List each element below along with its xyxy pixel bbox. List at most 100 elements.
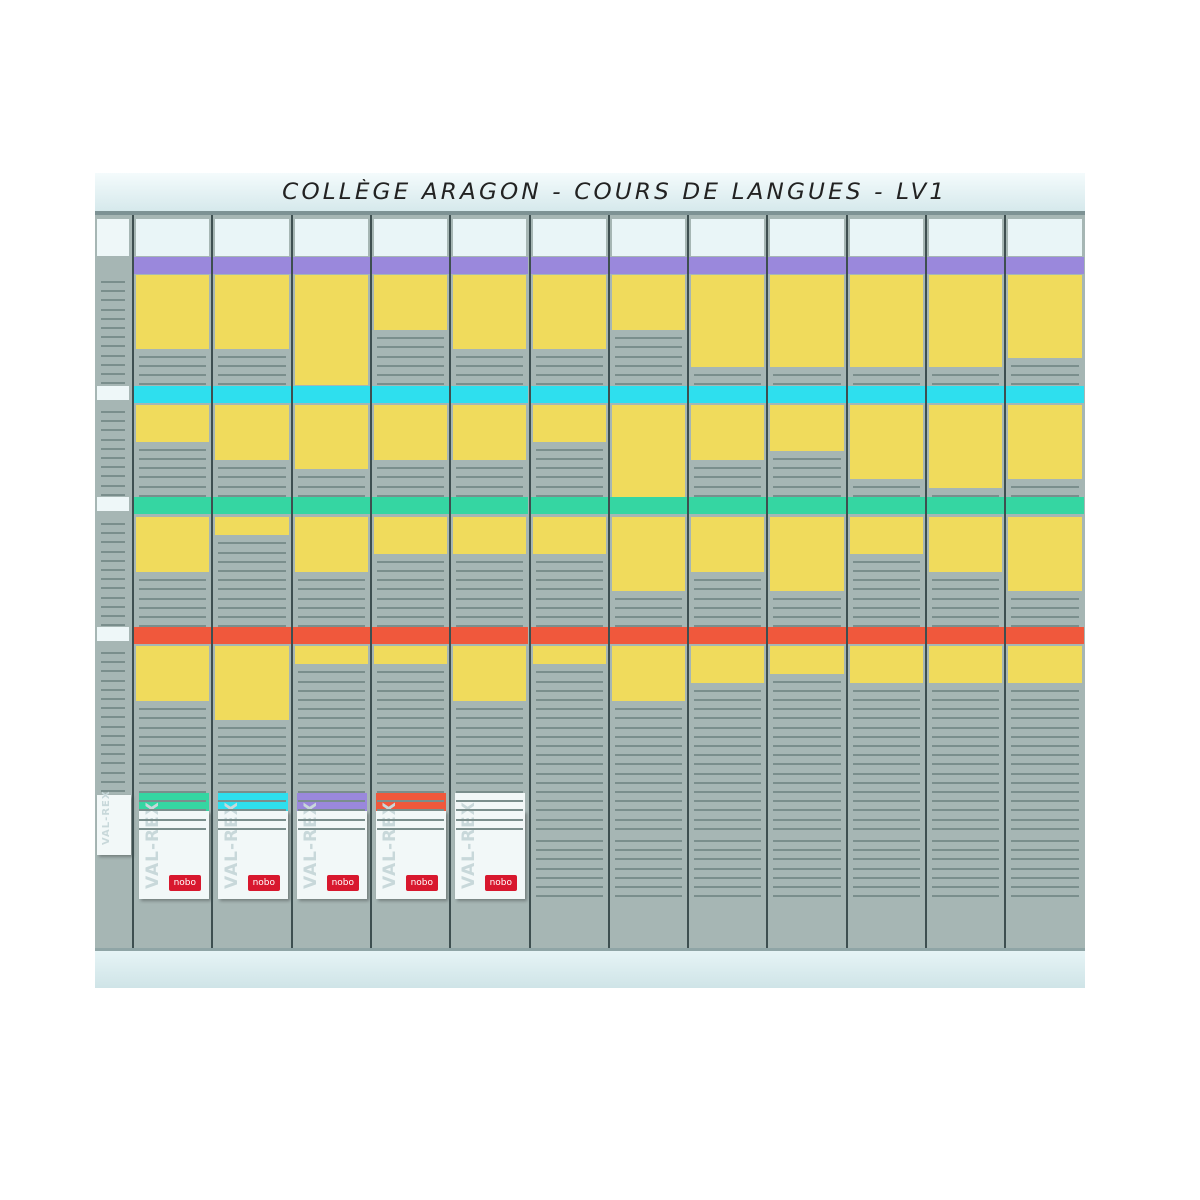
- card-slot: [535, 879, 603, 888]
- section-band-card: [689, 386, 767, 403]
- card-slot: [297, 729, 365, 738]
- card-slot: [376, 692, 445, 701]
- card-slot: [376, 701, 445, 711]
- card-slot: [1011, 842, 1079, 852]
- card-slot: [694, 775, 762, 784]
- card-slot: [614, 720, 683, 729]
- section-band-card: [371, 257, 450, 274]
- card-slot: [852, 729, 920, 738]
- card-slot: [456, 563, 524, 572]
- card-slot: [1011, 488, 1079, 497]
- card-slot: [614, 842, 683, 852]
- card-slot: [852, 376, 920, 386]
- card-slot: [694, 460, 762, 470]
- index-slot: [101, 345, 125, 348]
- card-slot: [456, 784, 524, 793]
- card-slot: [694, 720, 762, 729]
- card-slot: [852, 609, 920, 618]
- card-slot: [773, 618, 841, 628]
- card-slot: [139, 376, 207, 386]
- card-slot: [535, 812, 603, 821]
- card-slot: [535, 488, 603, 497]
- card-slot: [376, 469, 445, 479]
- section-band-card: [451, 257, 529, 274]
- card-slot: [218, 358, 286, 367]
- card-slot: [1011, 802, 1079, 812]
- card-slot: [376, 554, 445, 563]
- section-band-card: [292, 627, 370, 644]
- card-slot: [218, 720, 286, 729]
- yellow-t-card: [611, 646, 686, 702]
- card-slot: [773, 376, 841, 386]
- card-slot: [376, 591, 445, 600]
- yellow-t-card: [215, 646, 289, 720]
- card-slot: [614, 701, 683, 711]
- card-slot: [139, 451, 207, 460]
- section-band-card: [451, 497, 529, 514]
- section-band-card: [134, 497, 212, 514]
- card-slot: [535, 710, 603, 720]
- index-slot: [101, 290, 125, 293]
- card-slot: [535, 720, 603, 729]
- index-slot: [101, 429, 125, 432]
- card-slot: [456, 618, 524, 628]
- card-slot: [773, 747, 841, 757]
- card-slot: [852, 488, 920, 497]
- card-slot: [456, 469, 524, 479]
- yellow-t-card: [532, 405, 606, 442]
- card-slot: [456, 460, 524, 470]
- card-slot: [773, 488, 841, 497]
- card-slot: [456, 756, 524, 766]
- card-slot: [1011, 720, 1079, 729]
- card-slot: [535, 469, 603, 479]
- section-band-card: [1006, 627, 1084, 644]
- card-slot: [932, 747, 1000, 757]
- board-column: [211, 215, 291, 948]
- card-slot: [932, 720, 1000, 729]
- index-slot: [101, 308, 125, 311]
- card-slot: [932, 756, 1000, 766]
- card-slot: [139, 701, 207, 711]
- card-slot: [614, 870, 683, 879]
- index-slot: [101, 354, 125, 357]
- card-slot: [852, 842, 920, 852]
- card-slot: [535, 683, 603, 692]
- t-card-box: VAL-REX nobo: [455, 793, 525, 903]
- card-slot: [297, 766, 365, 775]
- card-slot: [614, 330, 683, 340]
- card-slot: [456, 710, 524, 720]
- yellow-t-card: [215, 275, 289, 349]
- section-band-card: [768, 257, 846, 274]
- card-slot: [773, 367, 841, 376]
- card-slot: [614, 349, 683, 358]
- card-slot: [852, 738, 920, 747]
- index-slot: [101, 596, 125, 599]
- yellow-t-card: [136, 517, 210, 573]
- section-band-card: [213, 497, 291, 514]
- card-slot: [218, 488, 286, 497]
- card-slot: [456, 600, 524, 609]
- section-band-card: [927, 386, 1005, 403]
- column-header-card: [929, 219, 1003, 256]
- yellow-t-card: [532, 646, 606, 665]
- nobo-logo: nobo: [247, 875, 280, 891]
- card-slot: [773, 692, 841, 701]
- section-band-card: [1006, 257, 1084, 274]
- index-slot: [101, 438, 125, 441]
- yellow-t-card: [770, 517, 844, 591]
- card-slot: [376, 349, 445, 358]
- card-slot: [218, 821, 286, 830]
- card-slot: [773, 766, 841, 775]
- card-slot: [694, 870, 762, 879]
- card-slot: [218, 600, 286, 609]
- yellow-t-card: [532, 275, 606, 349]
- card-slot: [376, 664, 445, 674]
- card-slot: [535, 756, 603, 766]
- card-slot: [614, 738, 683, 747]
- section-band-card: [371, 627, 450, 644]
- card-slot: [932, 488, 1000, 497]
- card-slot: [535, 479, 603, 488]
- card-slot: [1011, 888, 1079, 898]
- card-slot: [614, 833, 683, 842]
- card-slot: [852, 812, 920, 821]
